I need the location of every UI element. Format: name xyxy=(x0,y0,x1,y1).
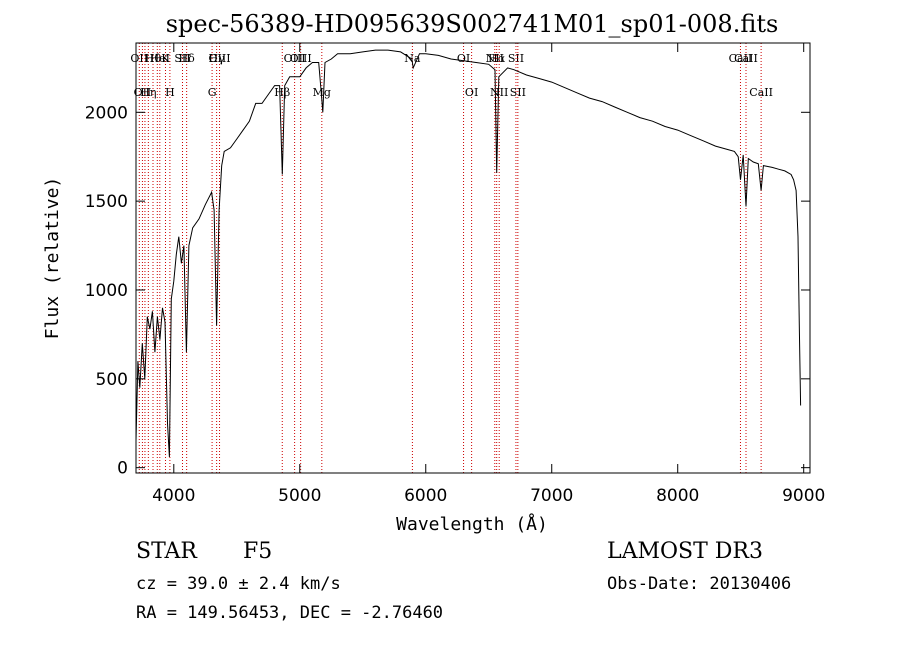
marker-label: OII xyxy=(130,52,148,65)
object-subclass: F5 xyxy=(243,539,273,564)
marker-label: SII xyxy=(508,52,524,65)
marker-label: G xyxy=(208,86,217,99)
x-tick-label: 9000 xyxy=(782,486,825,506)
marker-label: OIII xyxy=(284,52,306,65)
coordinates-info: RA = 149.56453, DEC = -2.76460 xyxy=(136,603,444,623)
x-tick-label: 4000 xyxy=(152,486,195,506)
marker-label: Hα xyxy=(488,52,506,65)
marker-label: SII xyxy=(510,86,526,99)
x-tick-label: 7000 xyxy=(530,486,573,506)
survey-name: LAMOST DR3 xyxy=(607,539,763,564)
object-class: STAR xyxy=(136,539,197,564)
x-tick-label: 6000 xyxy=(404,486,447,506)
marker-label: H xyxy=(165,86,175,99)
x-tick-label: 8000 xyxy=(656,486,699,506)
marker-label: OI xyxy=(465,86,478,99)
chart-title: spec-56389-HD095639S002741M01_sp01-008.f… xyxy=(166,10,779,38)
marker-label: Mg xyxy=(313,86,331,99)
line-markers: OIIOIIHηHθHeIKHSIIHδGHγOIIIHβOIIIOIIIMgN… xyxy=(130,43,773,473)
y-axis-label: Flux (relative) xyxy=(42,177,63,340)
marker-label: Hη xyxy=(140,86,156,99)
y-tick-label: 1500 xyxy=(85,192,128,212)
redshift-info: cz = 39.0 ± 2.4 km/s xyxy=(136,574,341,594)
marker-label: Hβ xyxy=(274,86,290,99)
marker-label: Hδ xyxy=(179,52,196,65)
y-tick-label: 1000 xyxy=(85,281,128,301)
y-tick-label: 2000 xyxy=(85,103,128,123)
marker-label: CaII xyxy=(749,86,773,99)
x-tick-label: 5000 xyxy=(278,486,321,506)
marker-label: OII xyxy=(134,86,152,99)
y-tick-label: 0 xyxy=(117,459,128,479)
marker-label: K xyxy=(161,52,170,65)
marker-label: OI xyxy=(457,52,470,65)
marker-label: Na xyxy=(404,52,421,65)
y-axis-ticks: 0 500 1000 1500 2000 xyxy=(85,103,810,479)
marker-label: OIII xyxy=(290,52,312,65)
x-axis-ticks: 4000 5000 6000 7000 8000 9000 xyxy=(152,43,825,506)
flux-series-line xyxy=(135,49,802,458)
y-tick-label: 500 xyxy=(96,370,128,390)
marker-label: NII xyxy=(490,86,508,99)
marker-label: CaII xyxy=(734,52,758,65)
marker-label: Hγ xyxy=(209,52,226,65)
marker-label: HeI xyxy=(150,52,170,65)
plot-frame xyxy=(135,42,811,474)
marker-label: OIII xyxy=(208,52,230,65)
observation-date: Obs-Date: 20130406 xyxy=(607,574,792,594)
x-axis-label: Wavelength (Å) xyxy=(396,513,548,535)
